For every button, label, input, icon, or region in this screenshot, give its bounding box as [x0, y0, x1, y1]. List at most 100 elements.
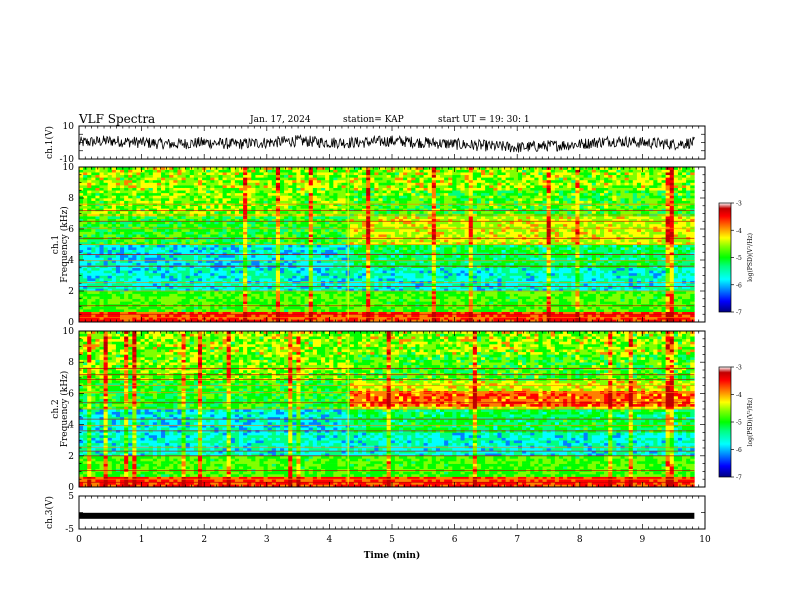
spectrogram-cell: [120, 311, 125, 315]
spectrogram-cell: [398, 223, 404, 227]
spectrogram-cell: [308, 291, 314, 294]
spectrogram-cell: [222, 223, 227, 227]
spectrogram-cell: [247, 190, 252, 194]
spectrogram-cell: [103, 247, 109, 250]
spectrogram-cell: [366, 216, 371, 219]
spectrogram-cell: [132, 177, 137, 181]
spectrogram-cell: [156, 267, 162, 271]
spectrogram-cell: [210, 270, 215, 274]
spectrogram-cell: [337, 221, 342, 225]
spectrogram-cell: [136, 241, 141, 245]
spectrogram-cell: [312, 179, 318, 183]
spectrogram-cell: [202, 249, 207, 253]
spectrogram-cell: [308, 283, 314, 287]
spectrogram-cell: [284, 291, 289, 294]
spectrogram-cell: [222, 293, 227, 297]
spectrogram-cell: [259, 306, 264, 310]
spectrogram-cell: [321, 216, 326, 219]
spectrogram-cell: [111, 319, 117, 323]
spectrogram-cell: [349, 177, 355, 181]
spectrogram-cell: [374, 265, 379, 269]
spectrogram-cell: [189, 278, 195, 281]
spectrogram-cell: [83, 231, 88, 235]
spectrogram-cell: [275, 291, 281, 294]
spectrogram-cell: [222, 239, 227, 243]
spectrogram-cell: [271, 252, 277, 256]
spectrogram-cell: [267, 319, 273, 323]
spectrogram-cell: [91, 241, 96, 245]
spectrogram-cell: [107, 293, 113, 297]
spectrogram-cell: [267, 210, 273, 214]
spectrogram-cell: [267, 179, 273, 183]
spectrogram-cell: [271, 200, 277, 204]
spectrogram-cell: [152, 257, 158, 261]
spectrogram-cell: [83, 265, 88, 269]
spectrogram-cell: [243, 278, 248, 281]
spectrogram-cell: [136, 254, 141, 258]
spectrogram-cell: [321, 192, 326, 196]
spectrogram-cell: [308, 208, 314, 212]
spectrogram-cell: [321, 293, 326, 297]
spectrogram-cell: [185, 210, 191, 214]
spectrogram-cell: [275, 314, 281, 318]
spectrogram-cell: [181, 216, 186, 219]
spectrogram-cell: [300, 301, 305, 305]
spectrogram-cell: [316, 167, 322, 170]
spectrogram-cell: [394, 260, 400, 263]
spectrogram-cell: [152, 234, 158, 238]
spectrogram-cell: [316, 231, 322, 235]
spectrogram-cell: [107, 314, 113, 318]
spectrogram-cell: [349, 200, 355, 204]
spectrogram-cell: [362, 234, 367, 238]
spectrogram-cell: [251, 190, 256, 194]
spectrogram-cell: [79, 309, 84, 312]
spectrogram-cell: [210, 249, 215, 253]
spectrogram-cell: [390, 265, 396, 269]
spectrogram-cell: [337, 319, 342, 323]
spectrogram-cell: [325, 252, 330, 256]
spectrogram-cell: [87, 172, 92, 176]
spectrogram-cell: [329, 179, 334, 183]
spectrogram-cell: [304, 192, 310, 196]
spectrogram-cell: [374, 195, 379, 199]
spectrogram-cell: [370, 195, 375, 199]
spectrogram-cell: [263, 205, 269, 209]
spectrogram-cell: [107, 252, 113, 256]
spectrogram-cell: [300, 252, 305, 256]
spectrogram-cell: [193, 265, 199, 269]
spectrogram-cell: [394, 185, 400, 188]
spectrogram-cell: [181, 285, 186, 289]
spectrogram-cell: [103, 203, 109, 207]
spectrogram-cell: [329, 301, 334, 305]
spectrogram-cell: [271, 298, 277, 302]
spectrogram-cell: [124, 278, 129, 281]
spectrogram-cell: [251, 221, 256, 225]
spectrogram-cell: [398, 262, 404, 266]
spectrogram-cell: [325, 298, 330, 302]
spectrogram-cell: [136, 195, 141, 199]
spectrogram-cell: [161, 249, 166, 253]
spectrogram-cell: [91, 198, 96, 201]
spectrogram-cell: [206, 190, 211, 194]
spectrogram-cell: [329, 210, 334, 214]
spectrogram-cell: [329, 254, 334, 258]
spectrogram-cell: [259, 169, 264, 173]
spectrogram-cell: [222, 296, 227, 300]
spectrogram-cell: [222, 319, 227, 323]
spectrogram-cell: [280, 267, 285, 271]
spectrogram-cell: [366, 221, 371, 225]
spectrogram-cell: [357, 272, 363, 276]
spectrogram-cell: [120, 252, 125, 256]
spectrogram-cell: [161, 190, 166, 194]
spectrogram-cell: [107, 192, 113, 196]
spectrogram-cell: [382, 257, 387, 261]
spectrogram-cell: [288, 291, 293, 294]
spectrogram-cell: [214, 223, 219, 227]
spectrogram-cell: [394, 311, 400, 315]
spectrogram-cell: [177, 298, 182, 302]
spectrogram-cell: [79, 187, 84, 191]
spectrogram-cell: [337, 218, 342, 222]
spectrogram-cell: [165, 265, 170, 269]
spectrogram-cell: [284, 174, 289, 178]
spectrogram-cell: [169, 187, 174, 191]
